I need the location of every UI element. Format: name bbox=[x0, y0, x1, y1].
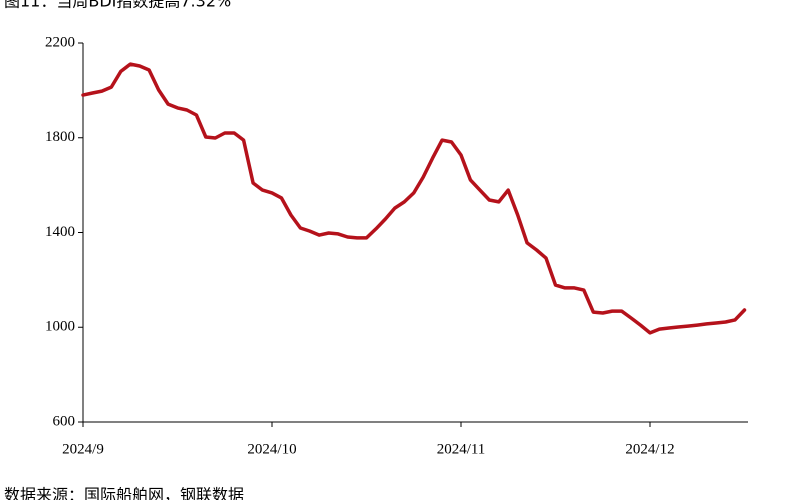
x-tick-label: 2024/12 bbox=[625, 441, 674, 457]
x-tick-label: 2024/10 bbox=[247, 441, 296, 457]
x-tick-label: 2024/9 bbox=[62, 441, 104, 457]
y-tick-label: 2200 bbox=[45, 34, 75, 50]
chart-title: 图11：当周BDI指数提高7.32% bbox=[4, 0, 231, 11]
y-tick-label: 600 bbox=[53, 413, 76, 429]
y-tick-label: 1400 bbox=[45, 224, 75, 240]
data-line bbox=[81, 62, 747, 335]
y-tick-label: 1800 bbox=[45, 129, 75, 145]
source-note: 数据来源：国际船舶网，钢联数据 bbox=[4, 486, 244, 500]
x-tick-label: 2024/11 bbox=[437, 441, 486, 457]
y-tick-label: 1000 bbox=[45, 319, 75, 335]
